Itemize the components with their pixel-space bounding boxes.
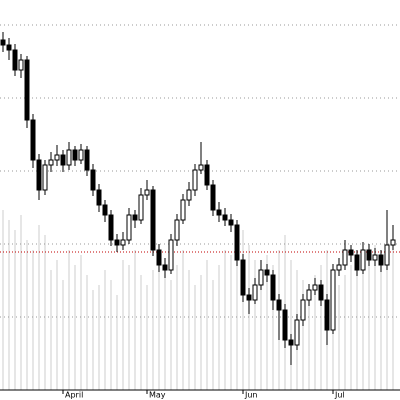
candle-body xyxy=(126,214,132,241)
candle-body xyxy=(336,264,342,271)
candle-body xyxy=(168,239,174,271)
candle-body xyxy=(72,149,78,161)
candle-body xyxy=(342,249,348,266)
candle-body xyxy=(378,254,384,266)
candle-body xyxy=(210,184,216,211)
candle-body xyxy=(294,319,300,346)
candle-body xyxy=(306,289,312,301)
candle-body xyxy=(348,249,354,256)
candle-body xyxy=(246,294,252,301)
candle-body xyxy=(30,119,36,161)
candle-body xyxy=(6,44,12,51)
candle-body xyxy=(84,149,90,171)
candle-body xyxy=(132,214,138,221)
x-tick-label: Jul xyxy=(334,391,345,400)
candle-body xyxy=(270,274,276,301)
candle-body xyxy=(252,284,258,301)
candle-body xyxy=(366,249,372,261)
candle-body xyxy=(36,159,42,191)
candle-body xyxy=(54,154,60,161)
candle-body xyxy=(96,189,102,206)
candle-body xyxy=(24,59,30,121)
candle-body xyxy=(300,299,306,321)
candle-body xyxy=(156,249,162,266)
candle-body xyxy=(204,164,210,186)
candle-body xyxy=(114,239,120,246)
candle-body xyxy=(144,189,150,196)
candle-body xyxy=(90,169,96,191)
candle-body xyxy=(198,164,204,171)
candle-body xyxy=(354,254,360,271)
candle-body xyxy=(150,189,156,251)
candle-body xyxy=(312,284,318,291)
candle-body xyxy=(12,49,18,71)
candle-body xyxy=(288,339,294,346)
candle-body xyxy=(102,204,108,216)
candle-body xyxy=(180,199,186,221)
candle-body xyxy=(78,149,84,161)
candle-body xyxy=(192,169,198,191)
candle-body xyxy=(324,299,330,331)
candle-body xyxy=(384,244,390,266)
candle-body xyxy=(162,264,168,271)
candle-body xyxy=(186,189,192,201)
x-tick-label: April xyxy=(65,391,83,400)
candle-body xyxy=(276,299,282,311)
candle-body xyxy=(48,159,54,166)
candle-body xyxy=(222,214,228,221)
candle-body xyxy=(258,269,264,286)
candle-body xyxy=(282,309,288,341)
candle-body xyxy=(60,154,66,166)
x-tick-label: May xyxy=(149,391,166,400)
candle-body xyxy=(240,259,246,296)
candle-body xyxy=(108,214,114,241)
candle-body xyxy=(234,224,240,261)
x-tick-label: Jun xyxy=(244,391,258,400)
candle-body xyxy=(318,284,324,301)
candle-body xyxy=(138,194,144,221)
candle-body xyxy=(228,219,234,226)
candle-body xyxy=(66,149,72,166)
candle-body xyxy=(174,219,180,241)
candle-body xyxy=(0,39,6,46)
candle-body xyxy=(120,239,126,246)
candle-body xyxy=(264,269,270,276)
candle-body xyxy=(360,249,366,271)
candle-body xyxy=(330,269,336,331)
candle-body xyxy=(390,239,396,246)
candle-body xyxy=(372,254,378,261)
candle-body xyxy=(216,209,222,216)
candle-body xyxy=(18,59,24,71)
candle-body xyxy=(42,164,48,191)
